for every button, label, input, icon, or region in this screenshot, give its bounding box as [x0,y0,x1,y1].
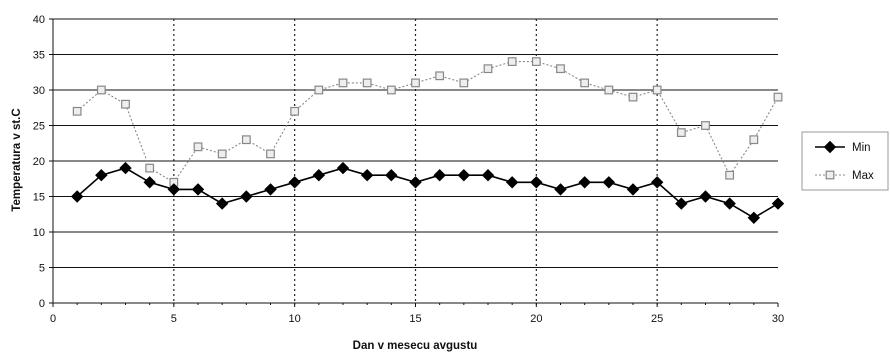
data-point-min [602,176,616,189]
y-tick-label: 0 [39,298,45,310]
data-point-min [119,161,132,175]
y-axis-title: Temperatura v st.C [11,108,23,211]
y-tick-label: 40 [33,14,45,26]
y-tick-labels: 0 5 10 15 20 25 30 35 40 [33,14,45,310]
chart-grid [53,18,778,303]
data-point-min [626,183,640,196]
data-point-max [314,85,324,95]
data-point-max [556,64,565,74]
chart-legend: Min Max [801,131,889,191]
data-point-min [457,168,471,182]
data-point-max [652,85,662,95]
data-point-max [290,106,300,116]
data-point-max [580,78,590,88]
x-tick-label: 20 [530,313,542,325]
data-point-min [481,168,495,182]
series-line-min [76,167,779,219]
data-point-min [385,168,398,182]
data-point-max [749,135,759,145]
data-point-min [336,161,350,175]
data-point-min [95,168,108,182]
data-point-max [193,142,203,152]
y-tick-label: 5 [39,263,45,275]
data-point-max [338,78,348,88]
data-point-min [699,190,712,203]
x-tick-label: 10 [289,313,301,325]
legend-marker-min [823,140,837,154]
data-point-max [701,121,710,130]
data-point-min [530,176,543,189]
x-axis-title: Dan v mesecu avgustu [353,340,478,352]
series-line-max [76,61,779,184]
data-point-min [650,176,664,189]
x-tick-label: 30 [772,313,784,325]
data-point-max [241,135,251,145]
chart-series [70,57,785,225]
data-point-min [288,176,301,189]
data-point-max [266,149,275,159]
y-tick-label: 20 [33,156,45,168]
data-point-min [771,197,785,210]
legend-box [801,131,889,191]
series-min [70,161,785,225]
data-point-min [240,190,253,203]
y-tick-label: 15 [33,192,45,204]
data-point-max [362,78,372,88]
data-point-max [507,57,517,66]
data-point-min [143,176,156,189]
data-point-max [725,170,735,180]
x-tick-label: 5 [171,313,177,325]
data-point-min [723,197,736,210]
data-point-min [215,197,229,210]
x-tick-labels: 0 5 10 15 20 25 30 [50,313,784,325]
series-max [72,57,783,187]
data-point-max [604,85,614,95]
data-point-min [360,168,374,182]
y-tick-label: 35 [33,50,45,62]
data-point-min [578,176,591,189]
data-point-min [747,211,761,225]
x-tick-label: 0 [50,313,56,325]
y-tick-label: 25 [33,121,45,133]
data-point-min [264,183,277,196]
y-tick-label: 10 [33,227,45,239]
legend-label-max: Max [852,170,874,182]
data-point-min [505,176,519,189]
x-tick-label: 15 [409,313,421,325]
chart-axes [49,18,779,307]
data-point-max [145,163,155,173]
data-point-min [554,183,567,196]
data-point-min [675,197,688,210]
data-point-min [409,176,422,189]
data-point-max [96,85,106,95]
data-point-max [217,149,227,159]
data-point-max [773,92,783,102]
data-point-min [433,168,446,182]
legend-label-min: Min [852,142,871,154]
data-point-max [386,85,396,95]
data-point-max [676,128,686,138]
data-point-max [531,57,541,66]
data-point-min [70,190,84,203]
data-point-max [628,92,638,102]
data-point-max [411,78,420,88]
data-point-min [167,183,181,196]
legend-marker-max [825,170,835,180]
y-tick-label: 30 [33,85,45,97]
data-point-min [191,183,205,196]
data-point-min [312,168,326,182]
data-point-max [459,78,469,88]
data-point-max [121,99,130,109]
data-point-max [72,106,82,116]
data-point-max [483,64,493,74]
data-point-max [435,71,445,81]
x-tick-label: 25 [651,313,663,325]
